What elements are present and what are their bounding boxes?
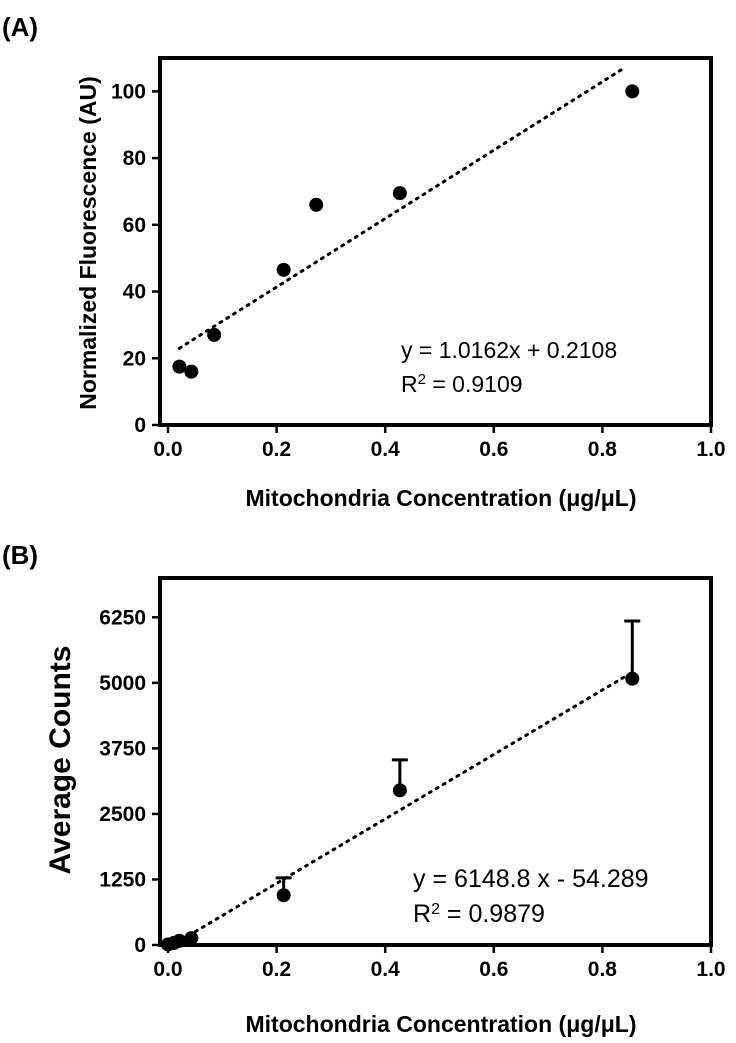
panel-a-x-axis-title: Mitochondria Concentration (μg/μL) (246, 485, 637, 511)
x-tick-label: 0.0 (153, 438, 182, 461)
data-point (625, 671, 640, 686)
data-point (625, 84, 640, 99)
panel-b-x-axis-title: Mitochondria Concentration (μg/μL) (246, 1011, 637, 1037)
panel-b-frame (158, 576, 713, 947)
regression-line (166, 675, 626, 950)
x-tick-label: 0.8 (588, 958, 618, 981)
y-tick-label: 6250 (99, 606, 146, 629)
y-tick-label: 40 (123, 281, 146, 304)
panel-a-points (172, 84, 640, 379)
x-tick-label: 0.2 (262, 438, 291, 461)
y-tick-label: 0 (134, 414, 146, 437)
panel-a-y-axis-title: Normalized Fluorescence (AU) (75, 76, 101, 410)
panel-b: (B) Average Counts Mitochondria Concentr… (2, 540, 726, 1037)
panel-b-label: (B) (2, 540, 38, 570)
x-tick-label: 0.6 (479, 958, 508, 981)
panel-a-fit-line (177, 66, 626, 350)
x-tick-label: 0.4 (371, 958, 401, 981)
x-tick-label: 1.0 (696, 438, 725, 461)
panel-b-y-axis-title: Average Counts (44, 646, 77, 875)
panel-a-ticks: 0.0 0.2 0.4 0.6 0.8 1.0 0 20 40 60 80 100 (111, 80, 726, 461)
data-point (207, 327, 222, 342)
data-point (184, 364, 199, 379)
y-tick-label: 60 (123, 214, 146, 237)
y-tick-label: 3750 (99, 737, 146, 760)
data-point (276, 888, 291, 903)
panel-b-error-bars (275, 619, 641, 896)
y-tick-label: 1250 (99, 868, 146, 891)
panel-b-points (161, 671, 640, 952)
data-point (392, 186, 407, 201)
panel-a: (A) Normalized Fluorescence (AU) Mitocho… (2, 12, 726, 511)
x-tick-label: 0.6 (479, 438, 508, 461)
x-tick-label: 0.4 (371, 438, 401, 461)
y-tick-label: 80 (123, 147, 146, 170)
data-point (309, 197, 324, 212)
panel-a-frame (158, 56, 713, 427)
panel-a-label: (A) (2, 12, 38, 42)
x-tick-label: 0.2 (262, 958, 291, 981)
x-tick-label: 1.0 (696, 958, 725, 981)
y-tick-label: 5000 (99, 672, 146, 695)
regression-line (177, 66, 626, 350)
data-point (172, 359, 187, 374)
data-point (184, 931, 199, 946)
panel-b-fit-line (166, 675, 626, 950)
data-point (276, 262, 291, 277)
y-tick-label: 0 (134, 934, 146, 957)
y-tick-label: 2500 (99, 803, 146, 826)
y-tick-label: 20 (123, 347, 146, 370)
x-tick-label: 0.8 (588, 438, 618, 461)
panel-a-r-squared: R2 = 0.9109 (401, 371, 523, 398)
panel-b-r-squared: R2 = 0.9879 (413, 900, 545, 928)
data-point (392, 783, 407, 798)
y-tick-label: 100 (111, 80, 146, 103)
panel-a-equation: y = 1.0162x + 0.2108 (401, 337, 617, 363)
panel-b-equation: y = 6148.8 x - 54.289 (413, 865, 649, 893)
x-tick-label: 0.0 (153, 958, 182, 981)
